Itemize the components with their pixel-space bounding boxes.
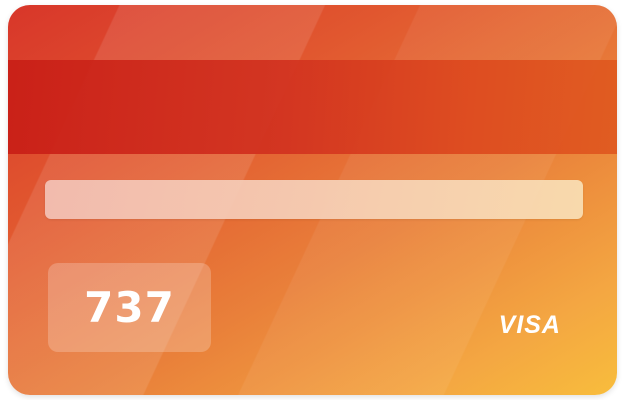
magnetic-stripe <box>8 60 617 154</box>
credit-card-back: 737 VISA <box>8 5 617 395</box>
signature-strip <box>45 180 583 219</box>
card-brand-logo: VISA <box>498 311 561 339</box>
cvv-box: 737 <box>48 263 211 352</box>
cvv-value: 737 <box>84 283 175 332</box>
